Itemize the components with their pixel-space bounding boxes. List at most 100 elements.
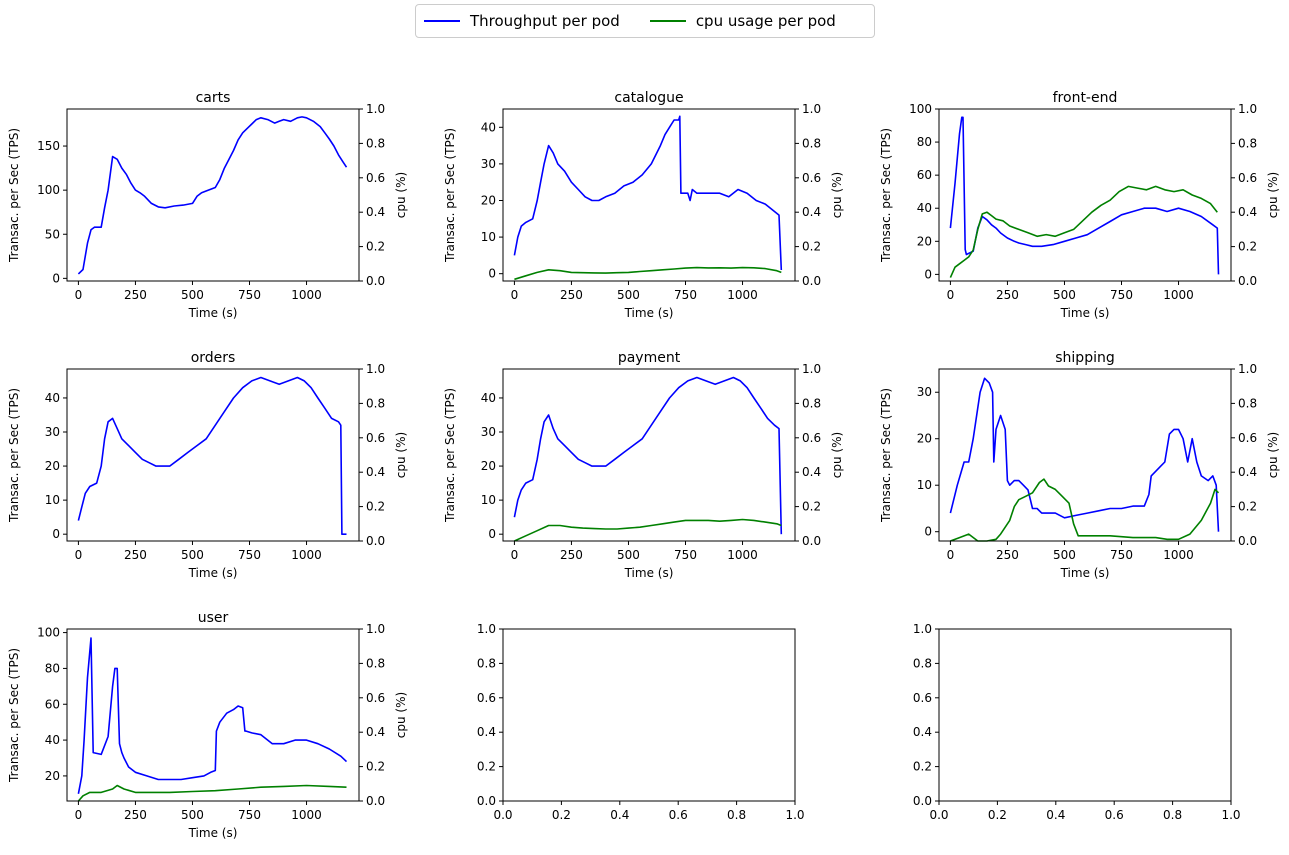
throughput-line-4 [77,376,347,536]
x-tick-label: 750 [238,808,261,822]
x-tick-label: 250 [124,548,147,562]
y-tick-label: 0.8 [477,656,496,670]
y2-axis-label: cpu (%) [394,172,408,218]
x-axis-label: Time (s) [188,306,238,320]
cpu-line-7 [77,784,347,802]
x-tick-label: 1000 [291,548,322,562]
cpu-line-2 [514,266,782,281]
y-tick-label: 0.6 [913,691,932,705]
y-tick-label: 0.2 [477,760,496,774]
axes-frame [66,368,360,542]
y-tick-label: 20 [917,432,932,446]
cpu-line-6 [950,478,1220,542]
x-tick-label: 500 [617,288,640,302]
y2-tick-label: 1.0 [366,622,385,636]
x-tick-label: 250 [996,288,1019,302]
y2-axis-label: cpu (%) [394,432,408,478]
y2-tick-label: 0.6 [1238,171,1257,185]
y2-tick-label: 0.4 [802,465,821,479]
y-tick-label: 40 [481,391,496,405]
x-tick-label: 250 [124,288,147,302]
cpu-line-5 [514,518,782,542]
x-tick-label: 1000 [291,288,322,302]
x-tick-label: 500 [617,548,640,562]
y2-tick-label: 0.2 [366,500,385,514]
y-tick-label: 30 [917,385,932,399]
y-tick-label: 40 [45,733,60,747]
x-tick-label: 0 [75,548,83,562]
y2-tick-label: 1.0 [1238,102,1257,116]
axes-frame [66,628,360,802]
y-tick-label: 0 [52,527,60,541]
subplot-title: front-end [1053,90,1118,106]
y2-tick-label: 0.8 [802,396,821,410]
x-axis-label: Time (s) [624,566,674,580]
x-tick-label: 250 [560,548,583,562]
y2-tick-label: 0.6 [366,171,385,185]
legend-entry-cpu: cpu usage per pod [649,12,836,30]
subplot-4: 0 250 500 750 1000 0 10 20 30 40 0.0 0.2 0.4 0.6 0.8 1.… [7,350,408,580]
y-tick-label: 20 [45,769,60,783]
y2-tick-label: 0.4 [366,205,385,219]
x-tick-label: 1.0 [1221,808,1240,822]
x-tick-label: 0.8 [1163,808,1182,822]
axes-frame [66,108,360,282]
x-tick-label: 0.4 [610,808,629,822]
legend-entry-throughput: Throughput per pod [424,12,620,30]
y2-tick-label: 0.2 [1238,240,1257,254]
y2-tick-label: 0.2 [802,240,821,254]
x-tick-label: 750 [238,288,261,302]
x-tick-label: 0.0 [929,808,948,822]
x-axis-label: Time (s) [1060,566,1110,580]
x-tick-label: 0.2 [988,808,1007,822]
y2-tick-label: 0.0 [366,534,385,548]
subplot-7: 0 250 500 750 1000 20 40 60 80 100 0.0 0.2 0.4 0.6 0.8… [7,610,408,840]
y2-tick-label: 1.0 [366,102,385,116]
subplot-title: orders [191,350,236,366]
y2-tick-label: 0.2 [1238,500,1257,514]
y-tick-label: 1.0 [913,622,932,636]
x-axis-label: Time (s) [1060,306,1110,320]
throughput-line-7 [77,637,348,794]
y-tick-label: 0.4 [477,725,496,739]
subplot-title: catalogue [614,90,683,106]
x-tick-label: 750 [674,288,697,302]
y-axis-label: Transac. per Sec (TPS) [879,388,893,523]
y-tick-label: 0.0 [477,794,496,808]
y-tick-label: 100 [909,102,932,116]
y2-tick-label: 0.0 [366,274,385,288]
x-tick-label: 0.0 [493,808,512,822]
y-tick-label: 0.0 [913,794,932,808]
y-tick-label: 0 [924,525,932,539]
x-tick-label: 500 [181,288,204,302]
y2-axis-label: cpu (%) [394,692,408,738]
y-axis-label: Transac. per Sec (TPS) [7,128,21,263]
y-tick-label: 80 [45,661,60,675]
y2-tick-label: 0.6 [366,691,385,705]
y-tick-label: 0 [52,271,60,285]
x-tick-label: 500 [181,808,204,822]
y2-tick-label: 0.8 [802,136,821,150]
x-tick-label: 500 [1053,288,1076,302]
y2-axis-label: cpu (%) [830,172,844,218]
y2-tick-label: 0.0 [1238,274,1257,288]
x-tick-label: 0 [511,548,519,562]
y-tick-label: 30 [45,425,60,439]
y2-tick-label: 0.4 [366,465,385,479]
subplot-8: 0.0 0.2 0.4 0.6 0.8 1.0 0.0 0.2 0.4 0.6 0.8 1.0 [477,622,805,822]
y2-axis-label: cpu (%) [1266,432,1280,478]
y-tick-label: 10 [481,493,496,507]
y-tick-label: 100 [37,626,60,640]
x-tick-label: 0.4 [1046,808,1065,822]
throughput-line-2 [513,115,783,271]
axes-frame [938,108,1232,282]
x-tick-label: 0 [947,548,955,562]
y-tick-label: 0.2 [913,760,932,774]
y-tick-label: 40 [45,391,60,405]
subplot-title: payment [618,350,681,366]
y-tick-label: 0.8 [913,656,932,670]
y2-tick-label: 0.8 [366,656,385,670]
subplot-title: carts [196,90,231,106]
y-tick-label: 0.4 [913,725,932,739]
